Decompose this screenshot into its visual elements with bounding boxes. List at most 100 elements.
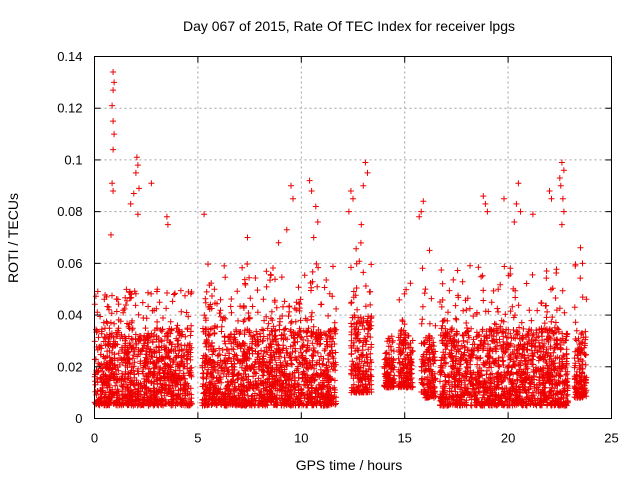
data-point xyxy=(124,360,131,367)
data-point xyxy=(132,169,139,176)
data-point xyxy=(228,296,235,302)
data-point xyxy=(127,200,134,207)
data-point xyxy=(233,326,239,333)
data-point xyxy=(263,283,270,290)
data-point xyxy=(421,290,428,297)
data-point xyxy=(202,295,209,302)
data-point xyxy=(235,357,242,364)
data-point xyxy=(162,347,169,353)
data-point xyxy=(254,309,261,316)
data-point xyxy=(268,272,274,279)
data-point xyxy=(219,347,226,353)
data-point xyxy=(201,312,208,319)
data-point xyxy=(233,352,240,359)
data-point xyxy=(290,398,297,405)
data-point xyxy=(466,305,473,312)
data-point xyxy=(419,303,426,310)
data-point xyxy=(174,400,181,407)
data-point xyxy=(150,389,157,396)
data-point xyxy=(217,307,224,314)
data-point xyxy=(163,305,170,312)
data-point xyxy=(263,268,270,275)
data-point xyxy=(244,387,251,394)
data-point xyxy=(329,293,336,300)
x-tick-label: 0 xyxy=(91,431,98,446)
data-point xyxy=(454,267,461,274)
data-point xyxy=(122,347,129,354)
data-point xyxy=(208,378,215,385)
data-point xyxy=(174,363,181,370)
data-point xyxy=(254,287,261,294)
data-point xyxy=(121,305,128,312)
data-point xyxy=(464,325,470,331)
data-point xyxy=(182,292,188,299)
data-point xyxy=(460,307,467,314)
data-point xyxy=(95,360,102,367)
data-point xyxy=(270,323,277,330)
data-point xyxy=(145,401,152,408)
data-point xyxy=(97,313,104,320)
data-point xyxy=(330,263,336,270)
data-point xyxy=(541,320,548,327)
data-point xyxy=(314,283,321,290)
data-point xyxy=(168,348,175,354)
data-point xyxy=(241,316,248,323)
data-point xyxy=(297,317,304,324)
data-point xyxy=(104,303,111,310)
data-point xyxy=(177,287,184,294)
data-points xyxy=(91,69,590,409)
data-point xyxy=(119,392,126,399)
data-point xyxy=(124,320,131,327)
data-point xyxy=(284,376,290,383)
data-point xyxy=(164,367,171,374)
data-point xyxy=(221,338,228,345)
data-point xyxy=(184,355,191,362)
data-point xyxy=(101,296,108,303)
data-point xyxy=(296,397,303,404)
data-point xyxy=(188,328,194,335)
data-point xyxy=(267,360,274,367)
data-point xyxy=(203,374,210,380)
data-point xyxy=(92,356,99,363)
data-point xyxy=(260,333,267,340)
data-point xyxy=(420,198,427,205)
data-point xyxy=(169,298,176,305)
data-point xyxy=(211,380,218,387)
data-point xyxy=(209,391,216,398)
data-point xyxy=(289,361,295,368)
data-point xyxy=(304,342,311,349)
data-point xyxy=(95,334,102,341)
data-point xyxy=(322,331,329,338)
data-point xyxy=(246,314,253,321)
data-point xyxy=(438,267,445,273)
data-point xyxy=(579,329,585,336)
data-point xyxy=(119,370,125,377)
data-point xyxy=(117,318,124,325)
data-point xyxy=(277,399,284,406)
data-point xyxy=(137,402,144,409)
data-point xyxy=(577,244,584,251)
data-point xyxy=(235,371,241,378)
data-point xyxy=(151,349,158,356)
data-point xyxy=(169,341,175,348)
data-point xyxy=(129,326,136,333)
data-point xyxy=(543,268,550,274)
data-point xyxy=(169,382,176,389)
data-point xyxy=(231,360,238,367)
data-point xyxy=(243,399,250,406)
data-point xyxy=(175,341,182,347)
data-point xyxy=(354,306,361,313)
data-point xyxy=(218,365,225,372)
data-point xyxy=(113,308,120,315)
data-point xyxy=(452,315,459,322)
data-point xyxy=(280,303,286,310)
data-point xyxy=(107,365,114,371)
data-point xyxy=(179,328,185,335)
data-point xyxy=(108,231,114,238)
data-point xyxy=(325,387,332,394)
data-point xyxy=(507,265,514,272)
data-point xyxy=(102,342,109,349)
data-point xyxy=(559,287,566,294)
data-point xyxy=(236,329,243,335)
data-point xyxy=(353,285,360,291)
